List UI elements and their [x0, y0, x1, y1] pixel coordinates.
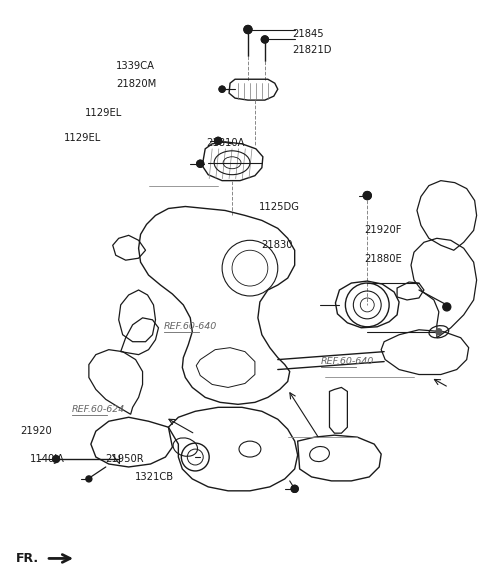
Circle shape — [53, 456, 60, 463]
Circle shape — [197, 160, 204, 167]
Circle shape — [215, 137, 222, 144]
Circle shape — [244, 26, 252, 34]
Circle shape — [262, 36, 268, 43]
Text: 21821D: 21821D — [292, 45, 332, 55]
Circle shape — [363, 191, 371, 200]
Text: 1125DG: 1125DG — [259, 202, 300, 212]
Circle shape — [363, 191, 371, 200]
Circle shape — [219, 86, 225, 92]
Text: 21820M: 21820M — [116, 79, 156, 89]
Text: 1129EL: 1129EL — [85, 108, 122, 118]
Text: 1339CA: 1339CA — [116, 62, 155, 72]
Text: REF.60-640: REF.60-640 — [164, 322, 217, 331]
Circle shape — [244, 26, 252, 34]
Circle shape — [291, 485, 298, 492]
Circle shape — [262, 36, 268, 43]
Text: 21920F: 21920F — [364, 225, 402, 235]
Circle shape — [291, 485, 298, 492]
Circle shape — [219, 86, 225, 92]
Text: 1321CB: 1321CB — [135, 473, 174, 482]
Circle shape — [443, 303, 451, 311]
Circle shape — [86, 476, 92, 482]
Circle shape — [197, 160, 204, 167]
Text: 1140JA: 1140JA — [30, 454, 65, 464]
Text: 21845: 21845 — [292, 29, 324, 38]
Text: REF.60-624: REF.60-624 — [72, 405, 125, 414]
Circle shape — [215, 137, 222, 144]
Text: 21810A: 21810A — [206, 139, 245, 148]
Text: 21950R: 21950R — [106, 454, 144, 464]
Text: 21880E: 21880E — [364, 254, 402, 264]
Text: 1129EL: 1129EL — [63, 133, 101, 143]
Text: 21830: 21830 — [262, 240, 293, 250]
Text: FR.: FR. — [16, 552, 39, 565]
Text: 21920: 21920 — [21, 426, 52, 436]
Text: REF.60-640: REF.60-640 — [321, 357, 374, 366]
Circle shape — [436, 329, 442, 335]
